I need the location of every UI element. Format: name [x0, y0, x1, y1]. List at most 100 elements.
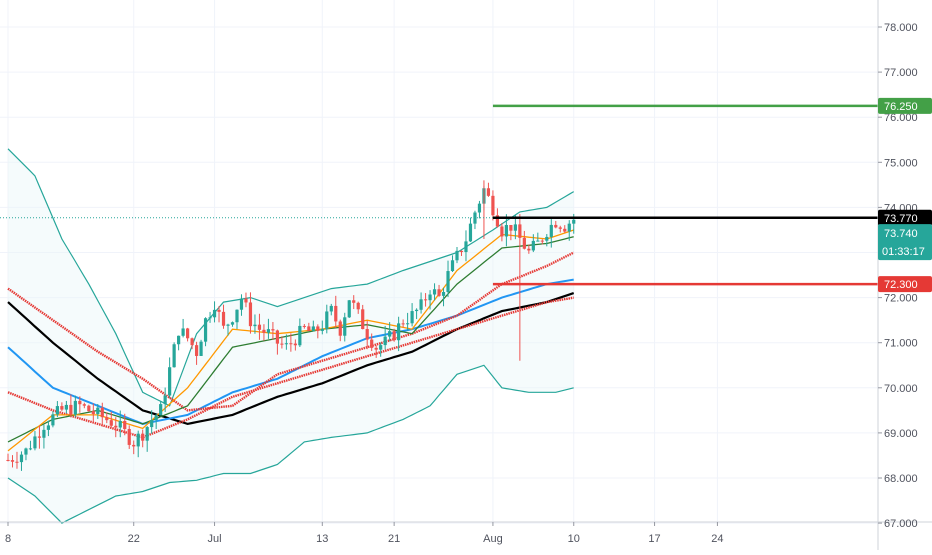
candle-body — [105, 417, 109, 421]
candle-body — [109, 420, 113, 426]
countdown-label: 01:33:17 — [882, 246, 925, 258]
current-price-tag-bg — [878, 224, 932, 261]
candle-body — [441, 291, 446, 296]
level-label-76.250-bg — [878, 97, 932, 114]
candle-body — [127, 428, 131, 445]
candle-body — [262, 329, 266, 333]
candle-body — [406, 323, 410, 325]
candle-body — [168, 367, 172, 396]
y-tick-label: 68.000 — [884, 473, 918, 485]
candle-body — [114, 425, 118, 428]
candle-body — [208, 317, 212, 319]
candle-body — [181, 328, 185, 336]
candle-body — [82, 404, 86, 406]
y-tick-label: 72.000 — [884, 293, 918, 305]
candle-body — [15, 461, 19, 463]
candle-body — [352, 300, 356, 303]
candle-body — [567, 223, 571, 232]
candle-body — [37, 436, 42, 438]
current-price-label: 73.740 — [884, 228, 918, 240]
candle-body — [203, 318, 208, 342]
candle-body — [24, 448, 28, 455]
candle-body — [163, 395, 167, 405]
candle-layer — [6, 180, 576, 471]
candle-body — [46, 425, 51, 430]
candle-body — [298, 325, 302, 346]
candle-body — [338, 321, 342, 336]
candle-body — [365, 329, 369, 340]
candle-body — [428, 294, 432, 301]
candle-body — [495, 215, 500, 227]
y-tick-label: 71.000 — [884, 338, 918, 350]
candle-body — [446, 271, 450, 292]
candle-body — [468, 223, 473, 242]
level-label-72.300: 72.300 — [884, 279, 918, 291]
candle-body — [374, 347, 378, 350]
candle-body — [141, 433, 145, 441]
candle-body — [226, 324, 230, 326]
candle-body — [19, 454, 24, 463]
candle-body — [199, 341, 203, 356]
candle-body — [491, 195, 495, 216]
candle-body — [513, 224, 517, 231]
candle-body — [320, 328, 324, 331]
candle-body — [221, 311, 226, 326]
y-tick-label: 67.000 — [884, 518, 918, 530]
candle-body — [33, 436, 37, 449]
candle-body — [572, 219, 576, 224]
candle-body — [132, 444, 136, 447]
envelope-line-0 — [7, 148, 575, 407]
x-tick-label: 22 — [128, 533, 140, 545]
candle-body — [307, 326, 311, 331]
candle-body — [159, 404, 163, 416]
indicator-line-0 — [7, 292, 575, 426]
candle-body — [6, 459, 10, 461]
candle-body — [509, 225, 513, 231]
candle-body — [271, 329, 275, 331]
candle-body — [42, 429, 46, 438]
candle-body — [419, 299, 423, 310]
candle-body — [410, 311, 414, 324]
candle-body — [302, 325, 306, 327]
candle-body — [212, 309, 217, 318]
candle-body — [266, 329, 271, 333]
price-label-layer: 76.250 73.770 72.300 73.740 01:33:17 — [878, 97, 932, 293]
candle-body — [150, 420, 154, 428]
candle-body — [91, 411, 95, 414]
candle-body — [486, 188, 491, 196]
candle-body — [531, 240, 535, 251]
candle-body — [325, 311, 329, 329]
candle-body — [370, 339, 374, 348]
candle-body — [51, 414, 55, 426]
candle-body — [293, 343, 297, 346]
y-tick-label: 70.000 — [884, 383, 918, 395]
y-tick-label: 69.000 — [884, 428, 918, 440]
x-tick-label: 13 — [316, 533, 328, 545]
y-tick-label: 76.000 — [884, 112, 918, 124]
candle-body — [361, 309, 365, 330]
candle-body — [96, 407, 100, 414]
candle-body — [87, 405, 91, 412]
candle-body — [64, 404, 68, 410]
candle-body — [563, 228, 567, 232]
candle-body — [527, 248, 531, 251]
candle-body — [28, 448, 33, 450]
candle-body — [10, 460, 15, 462]
candle-body — [455, 250, 459, 261]
candle-body — [253, 324, 257, 327]
candle-body — [289, 343, 293, 345]
candle-body — [154, 415, 158, 421]
envelope-layer — [7, 148, 575, 524]
candle-body — [55, 406, 59, 415]
candle-body — [401, 323, 405, 325]
x-tick-label: 24 — [711, 533, 723, 545]
candle-body — [423, 299, 428, 301]
candle-body — [136, 433, 140, 447]
candle-body — [239, 298, 244, 310]
candle-body — [172, 344, 176, 368]
candle-body — [257, 324, 262, 330]
candle-body — [558, 227, 562, 229]
